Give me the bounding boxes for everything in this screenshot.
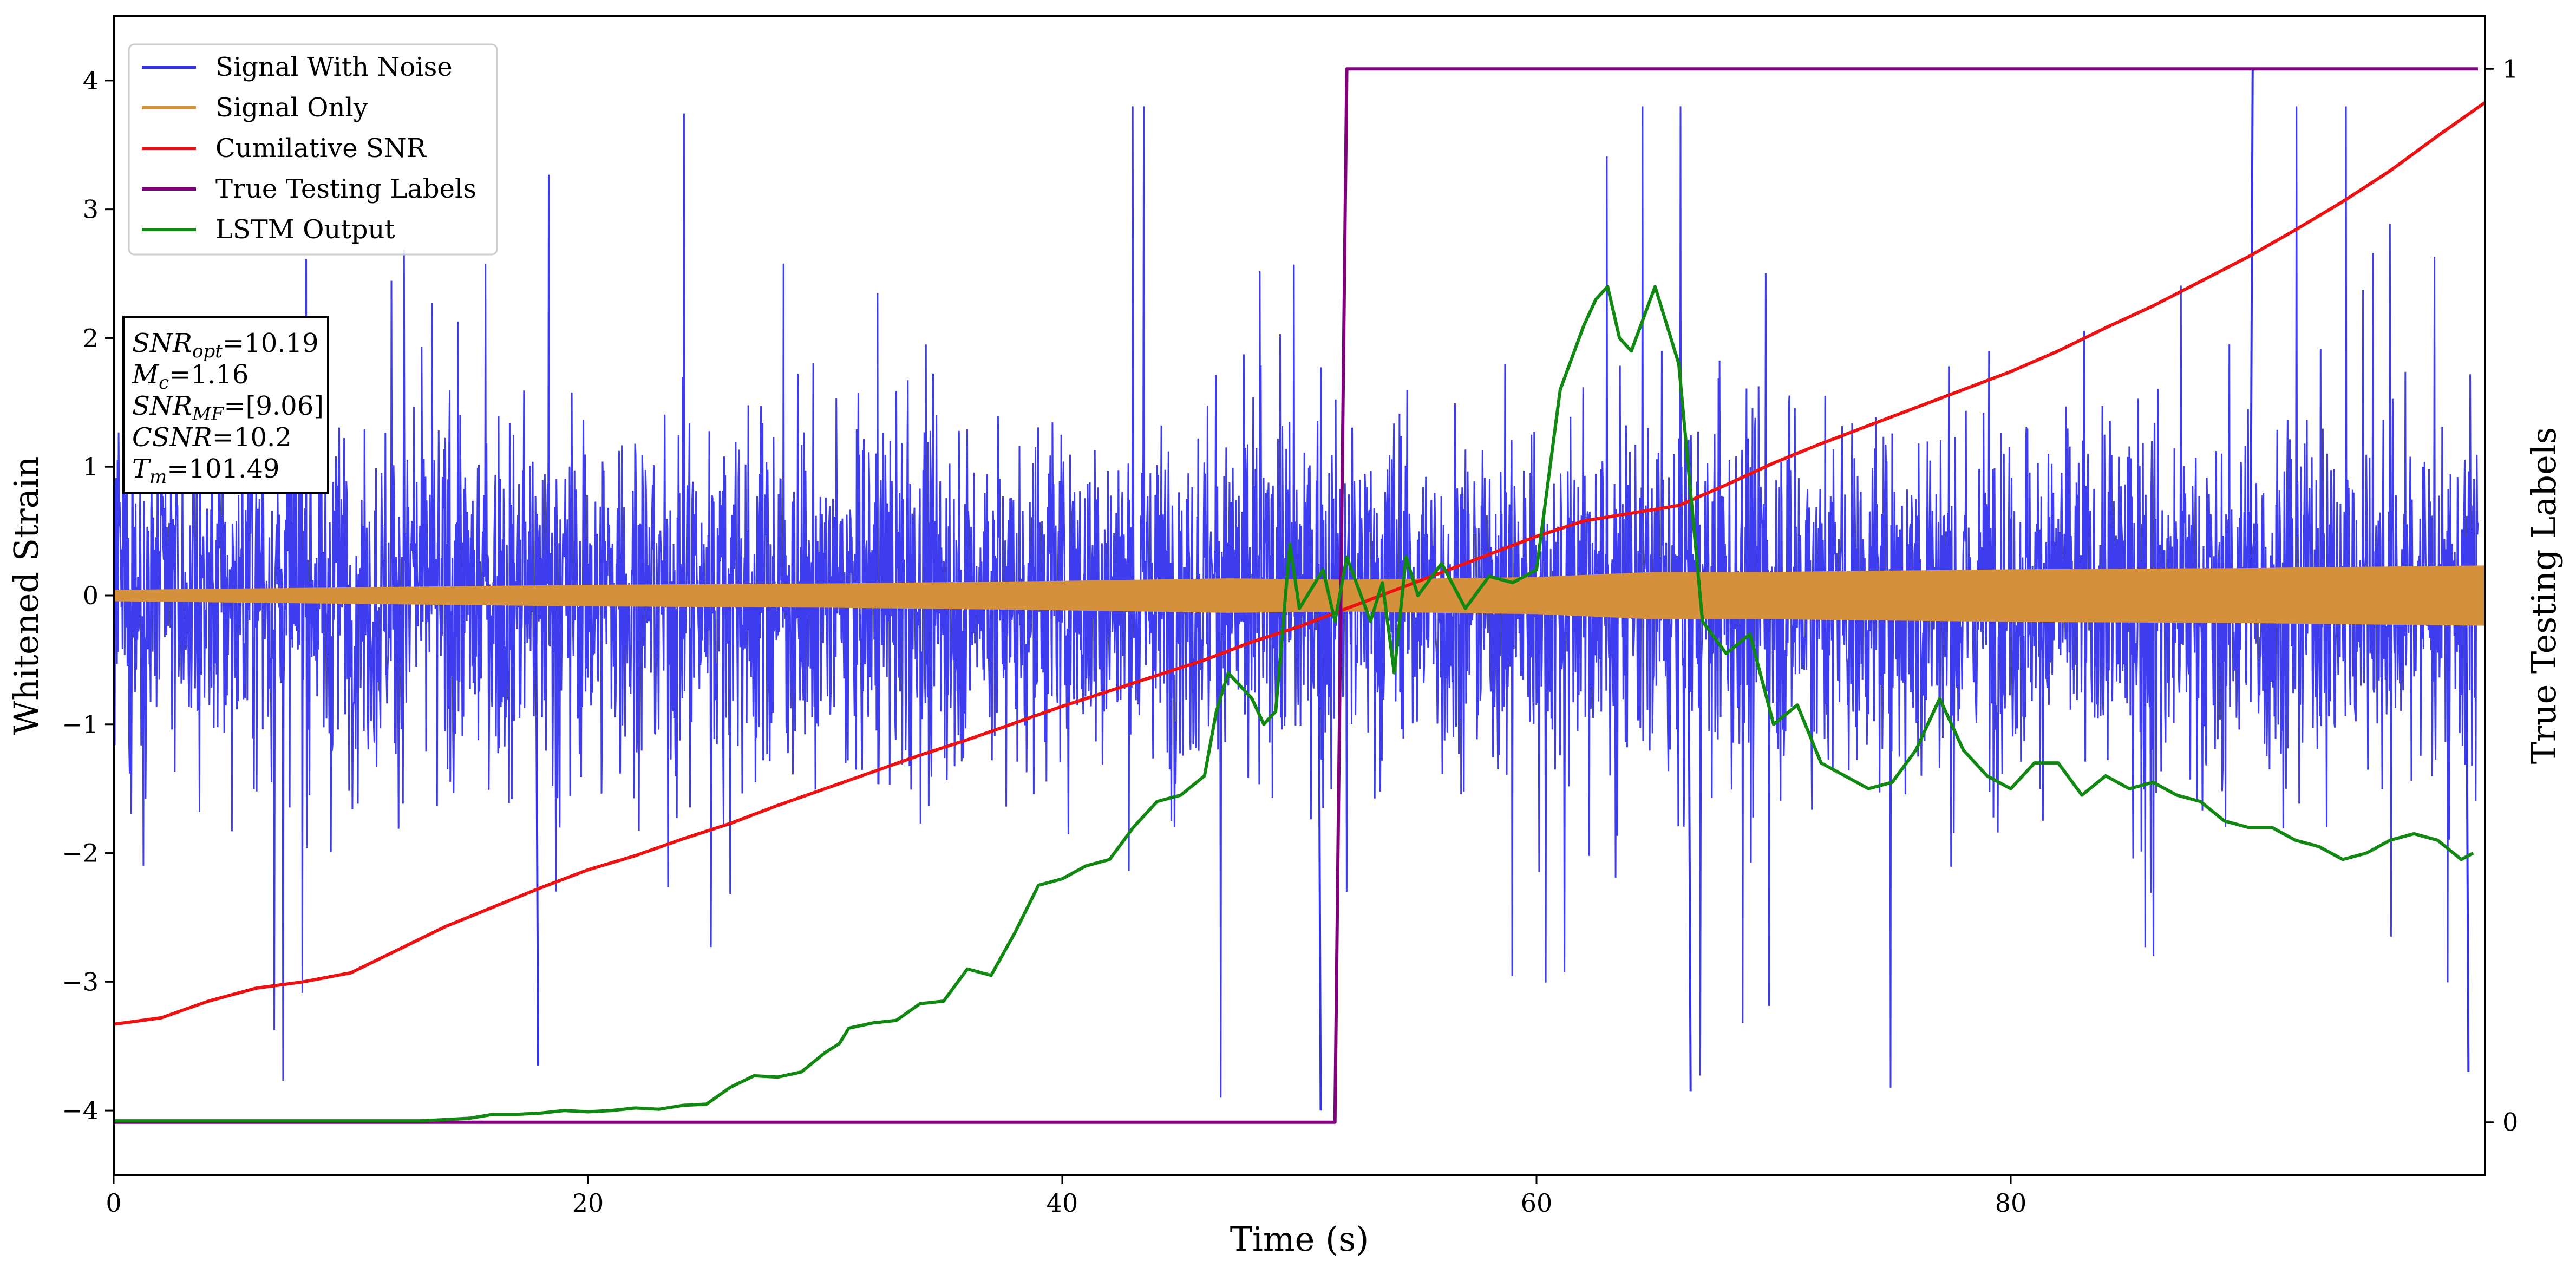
y-tick-label-8: 4 (83, 66, 99, 95)
y-tick-label-7: 3 (83, 195, 99, 224)
x-tick-label-2: 40 (1047, 1188, 1078, 1218)
legend-label-4: LSTM Output (215, 214, 395, 245)
annotation-box: SNRopt=10.19Mc=1.16SNRMF=[9.06]CSNR=10.2… (122, 316, 329, 494)
noise-spike-3 (535, 595, 540, 1066)
x-tick-label-3: 60 (1521, 1188, 1553, 1218)
legend-box (128, 43, 498, 256)
x-axis-label: Time (s) (1230, 1219, 1369, 1259)
series-lstm-output (114, 285, 2474, 1123)
noise-spike-4 (2465, 595, 2470, 1072)
annotation-line-2: SNRMF=[9.06] (132, 391, 324, 425)
legend: Signal With Noise Signal Only Cumilative S… (128, 43, 498, 256)
annotation-box-frame (122, 316, 329, 494)
legend-label-2: Cumilative SNR (215, 133, 427, 164)
noise-spike-0 (2249, 68, 2254, 596)
y-axis-label: Whitened Strain (6, 456, 46, 735)
x-tick-label-4: 80 (1995, 1188, 2027, 1218)
x-tick-label-1: 20 (572, 1188, 604, 1218)
noise-spike-2 (1687, 595, 1692, 1092)
annotation-line-3: CSNR=10.2 (132, 422, 292, 453)
annotation-lines: SNRopt=10.19Mc=1.16SNRMF=[9.06]CSNR=10.2… (132, 328, 324, 488)
y-axis-label-right: True Testing Labels (2524, 427, 2564, 765)
series-cumulative-snr (113, 101, 2486, 1026)
y-tick-label-1: −3 (62, 967, 99, 996)
legend-entries: Signal With Noise Signal Only Cumilative S… (142, 52, 476, 245)
annotation-line-1: Mc=1.16 (132, 360, 249, 394)
y-right-tick-label-0: 0 (2502, 1108, 2518, 1137)
y-tick-label-2: −2 (62, 839, 99, 868)
annotation-line-4: Tm=101.49 (132, 454, 279, 488)
y-tick-label-6: 2 (83, 323, 99, 352)
legend-label-1: Signal Only (215, 93, 368, 123)
legend-label-3: True Testing Labels (215, 174, 476, 204)
legend-label-0: Signal With Noise (215, 52, 453, 82)
y-tick-label-3: −1 (62, 710, 99, 739)
noise-spike-1 (1317, 595, 1322, 1111)
series-signal-with-noise (113, 106, 2479, 1098)
series-layer (113, 67, 2486, 1124)
y-right-tick-label-1: 1 (2502, 54, 2518, 83)
y-tick-label-4: 0 (83, 581, 99, 610)
x-tick-label-0: 0 (106, 1188, 121, 1218)
annotation-line-0: SNRopt=10.19 (132, 328, 319, 362)
y-tick-label-0: −4 (62, 1096, 99, 1125)
y-tick-label-5: 1 (83, 452, 99, 481)
